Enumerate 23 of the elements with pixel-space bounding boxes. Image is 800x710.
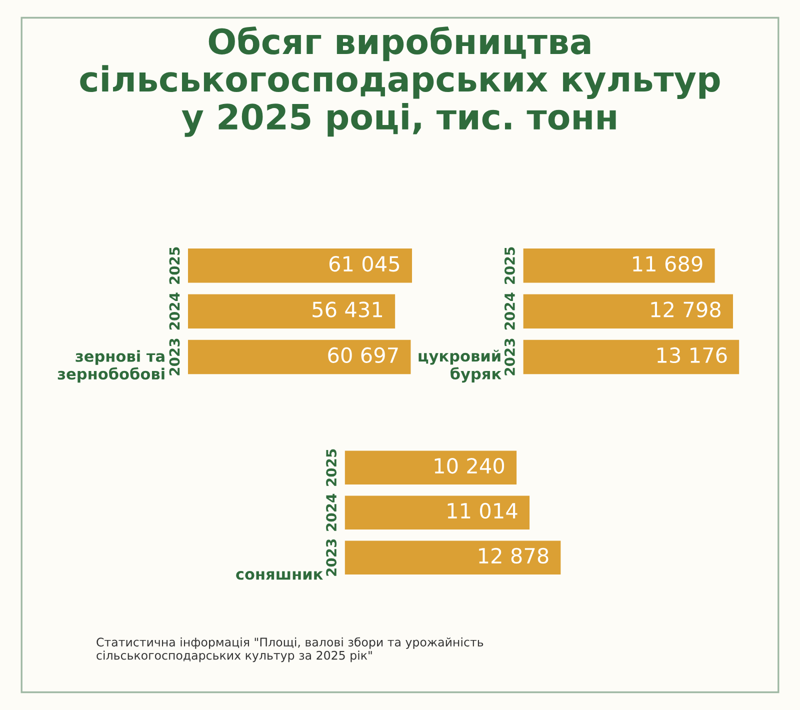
data-label: 12 798 — [651, 302, 720, 318]
y-tick-label: 2025 — [504, 247, 515, 284]
chart-title: Обсяг виробництва сільськогосподарських культур у 2025 році, тис. тонн — [80, 26, 720, 137]
data-label: 11 014 — [448, 502, 518, 519]
y-axis-title: цукровий буряк — [418, 350, 502, 383]
y-axis-title: зернові та зернобобові — [58, 350, 164, 383]
y-tick-label: 2025 — [169, 247, 180, 284]
y-tick-label: 2024 — [504, 292, 515, 330]
y-tick-label: 2023 — [504, 338, 515, 376]
data-label: 60 697 — [328, 347, 398, 364]
data-label: 12 878 — [479, 548, 548, 564]
text: Статистична інформація "Площі, валові збори та урожайність сільськогосподарських культур за 2025 рік" — [96, 637, 484, 662]
y-tick-label: 2025 — [326, 449, 337, 486]
data-label: 13 176 — [657, 347, 727, 364]
data-label: 10 240 — [434, 458, 504, 474]
y-tick-label: 2023 — [169, 338, 180, 376]
data-label: 56 431 — [312, 302, 382, 318]
y-tick-label: 2023 — [326, 539, 337, 576]
y-axis-title: соняшник — [236, 571, 323, 580]
data-label: 61 045 — [329, 256, 400, 272]
data-label: 11 689 — [633, 256, 702, 272]
y-tick-label: 2024 — [169, 292, 180, 330]
y-tick-label: 2024 — [326, 494, 337, 531]
